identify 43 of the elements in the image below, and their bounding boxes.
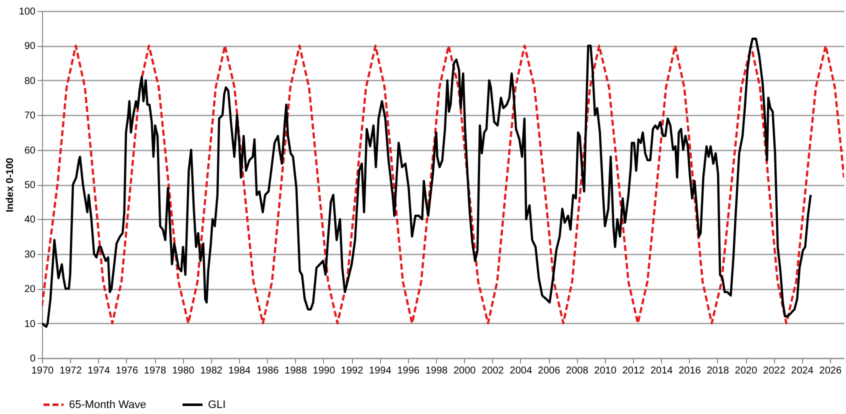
y-tick-label: 10 xyxy=(24,318,36,330)
y-tick-label: 50 xyxy=(24,180,36,191)
x-tick-label: 1970 xyxy=(31,366,54,376)
y-tick-label: 30 xyxy=(24,249,36,260)
x-tick-label: 2000 xyxy=(453,366,476,376)
legend-label: GLI xyxy=(208,398,226,411)
y-tick-label: 0 xyxy=(30,354,36,364)
x-tick-label: 1996 xyxy=(397,366,420,376)
x-tick-label: 2014 xyxy=(650,366,674,376)
x-tick-label: 2004 xyxy=(510,366,532,376)
x-tick-label: 1990 xyxy=(312,366,336,376)
x-tick-label: 1980 xyxy=(172,366,195,376)
x-tick-label: 2024 xyxy=(791,366,814,376)
y-tick-label: 20 xyxy=(24,284,36,296)
x-tick-label: 2022 xyxy=(763,366,786,376)
x-tick-label: 1992 xyxy=(340,366,364,376)
x-tick-label: 1974 xyxy=(88,366,110,376)
y-tick-label: 70 xyxy=(24,110,36,122)
x-tick-label: 2006 xyxy=(538,366,561,376)
x-tick-label: 2020 xyxy=(734,366,758,376)
x-tick-label: 2018 xyxy=(706,366,730,376)
y-tick-label: 90 xyxy=(24,41,36,52)
x-tick-label: 2008 xyxy=(566,366,589,376)
x-tick-label: 1998 xyxy=(425,366,448,376)
legend-label: 65-Month Wave xyxy=(69,398,146,411)
x-tick-label: 1986 xyxy=(256,366,280,376)
x-tick-label: 2012 xyxy=(622,366,646,376)
x-tick-label: 2016 xyxy=(678,366,702,376)
x-tick-label: 1982 xyxy=(200,366,223,376)
x-tick-label: 1988 xyxy=(284,366,308,376)
y-tick-label: 80 xyxy=(24,76,36,87)
x-tick-label: 1972 xyxy=(60,366,82,376)
y-tick-label: 60 xyxy=(24,145,36,156)
x-tick-label: 2010 xyxy=(594,366,617,376)
y-tick-label: 100 xyxy=(18,6,36,18)
x-tick-label: 1984 xyxy=(228,366,252,376)
y-axis-title: Index 0-100 xyxy=(4,157,16,212)
y-tick-label: 40 xyxy=(24,214,36,226)
x-tick-label: 1976 xyxy=(116,366,138,376)
x-tick-label: 2026 xyxy=(819,366,842,376)
x-tick-label: 1978 xyxy=(144,366,167,376)
x-tick-label: 1994 xyxy=(369,366,392,376)
x-tick-label: 2002 xyxy=(482,366,504,376)
